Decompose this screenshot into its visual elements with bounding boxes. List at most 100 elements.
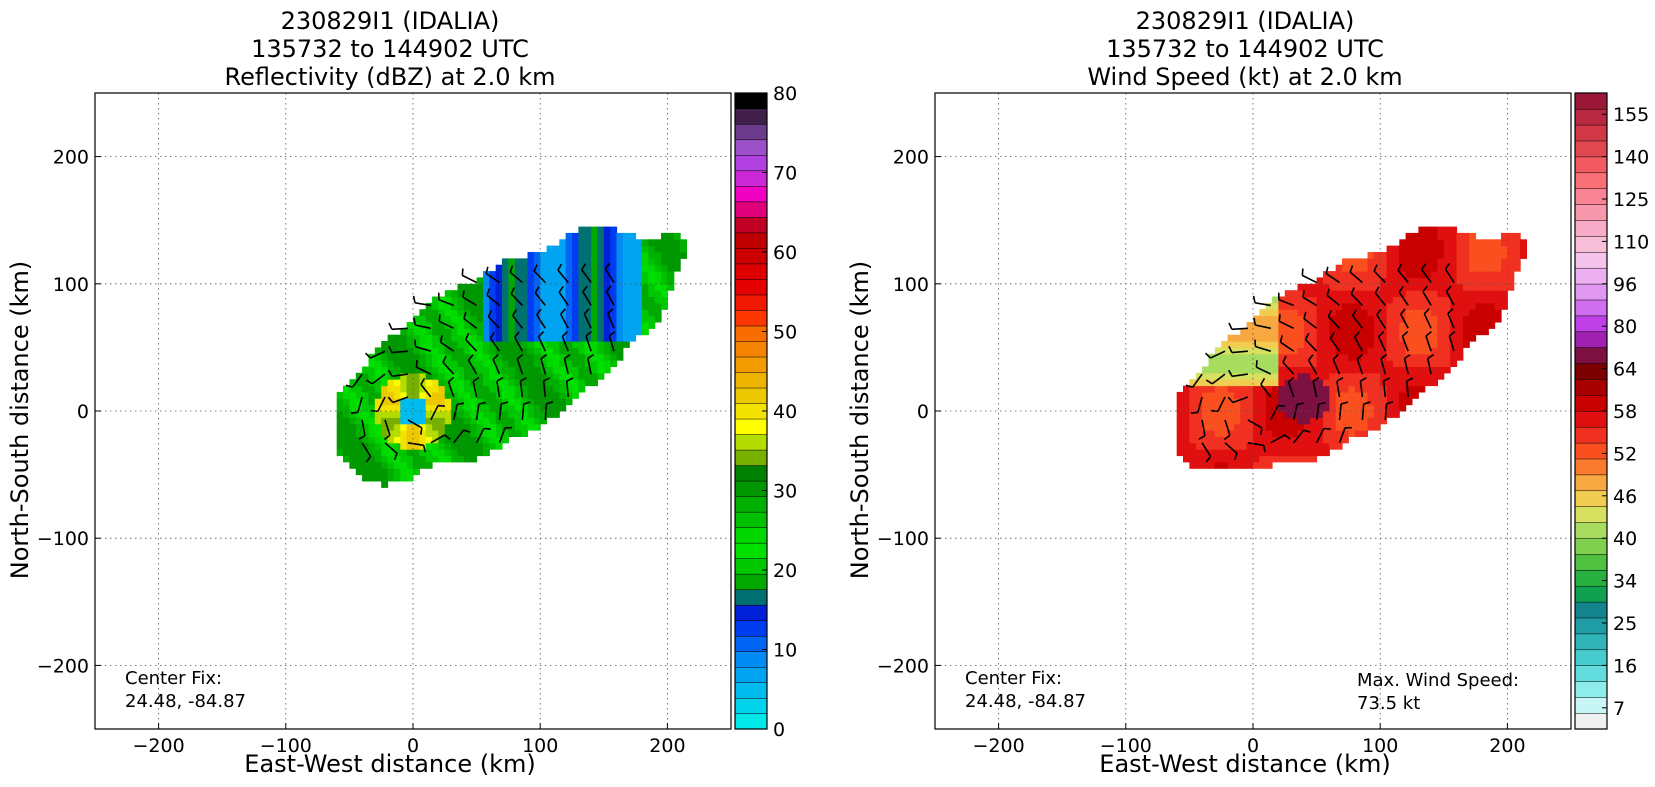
field-cell <box>1202 430 1209 437</box>
field-cell <box>1399 366 1407 374</box>
field-cell <box>1392 391 1400 399</box>
field-cell <box>603 252 611 259</box>
field-cell <box>616 322 624 329</box>
colorbar-segment <box>734 123 768 141</box>
field-cell <box>1303 302 1311 310</box>
wind-barb <box>384 419 391 436</box>
field-cell <box>1507 239 1515 247</box>
wind-barb-feather <box>1204 352 1212 359</box>
field-cell <box>1437 290 1445 298</box>
field-cell <box>368 385 376 393</box>
field-cell <box>1278 379 1286 387</box>
field-cell <box>540 258 548 266</box>
field-cell <box>463 423 471 431</box>
field-cell <box>1412 258 1419 266</box>
field-cell <box>1214 417 1222 425</box>
field-cell <box>393 423 401 431</box>
field-cell <box>521 372 528 380</box>
field-cell <box>1367 417 1375 425</box>
field-cell <box>584 366 592 374</box>
field-cell <box>1259 449 1267 457</box>
field-cell <box>1329 360 1337 367</box>
field-cell <box>1323 360 1330 367</box>
field-cell <box>1412 296 1419 304</box>
field-cell <box>1462 334 1470 342</box>
field-cell <box>546 315 554 323</box>
field-cell <box>413 366 420 374</box>
field-cell <box>406 468 414 476</box>
field-cell <box>406 449 414 457</box>
field-cell <box>521 347 528 355</box>
wind-barb-feather <box>558 285 564 293</box>
field-cell <box>1297 341 1305 348</box>
field-cell <box>1443 258 1451 266</box>
field-cell <box>1278 309 1286 317</box>
field-cell <box>1424 232 1432 240</box>
wind-barb <box>371 373 386 385</box>
field-cell <box>597 258 605 266</box>
field-cell <box>463 366 471 374</box>
wind-barb <box>1255 345 1272 352</box>
field-cell <box>1240 366 1248 374</box>
field-cell <box>476 417 484 425</box>
field-cell <box>381 430 389 437</box>
field-cell <box>1354 264 1362 272</box>
field-cell <box>1462 315 1470 323</box>
field-cell <box>1284 398 1292 406</box>
field-cell <box>578 334 586 342</box>
field-cell <box>1462 245 1470 253</box>
colorbar-tick-label: 80 <box>1613 316 1637 338</box>
wind-barb <box>361 442 372 457</box>
field-cell <box>463 379 471 387</box>
field-cell <box>1450 341 1458 348</box>
field-cell <box>1412 252 1419 259</box>
field-cell <box>1373 385 1381 393</box>
wind-barb <box>1224 419 1231 436</box>
field-cell <box>1189 436 1197 444</box>
field-cell <box>1208 461 1216 469</box>
field-cell <box>508 366 516 374</box>
field-cell <box>559 379 567 387</box>
field-cell <box>400 430 408 437</box>
field-cell <box>1335 341 1343 348</box>
field-cell <box>1259 391 1267 399</box>
wind-barb-feather <box>1332 353 1339 360</box>
field-cell <box>1259 461 1267 469</box>
field-cell <box>1297 283 1305 291</box>
field-cell <box>1265 353 1273 361</box>
field-cell <box>1354 398 1362 406</box>
field-cell <box>362 366 369 374</box>
field-cell <box>502 436 509 444</box>
field-cell <box>1418 283 1426 291</box>
field-cell <box>1450 334 1458 342</box>
wind-barb <box>1231 350 1248 354</box>
field-cell <box>457 360 465 367</box>
wind-barb <box>604 268 615 283</box>
field-cell <box>559 328 567 336</box>
wind-barb <box>1398 291 1409 306</box>
field-cell <box>1303 366 1311 374</box>
field-cell <box>1399 252 1407 259</box>
field-cell <box>533 417 541 425</box>
wind-barb <box>1422 291 1432 306</box>
field-cell <box>552 366 560 374</box>
wind-barb <box>1356 358 1364 375</box>
field-cell <box>432 391 439 399</box>
field-cell <box>362 436 369 444</box>
field-cell <box>1259 341 1267 348</box>
field-cell <box>1399 277 1407 285</box>
field-cell <box>1297 385 1305 393</box>
field-cell <box>1246 449 1254 457</box>
field-cell <box>1272 455 1279 463</box>
field-cell <box>642 296 649 304</box>
field-cell <box>1443 239 1451 247</box>
wind-barb <box>608 335 615 352</box>
field-cell <box>451 315 459 323</box>
field-cell <box>489 411 497 418</box>
field-cell <box>400 442 408 450</box>
field-cell <box>1291 442 1299 450</box>
field-cell <box>1227 334 1235 342</box>
field-cell <box>622 296 630 304</box>
wind-barb-feather <box>1190 411 1198 414</box>
field-cell <box>495 417 503 425</box>
